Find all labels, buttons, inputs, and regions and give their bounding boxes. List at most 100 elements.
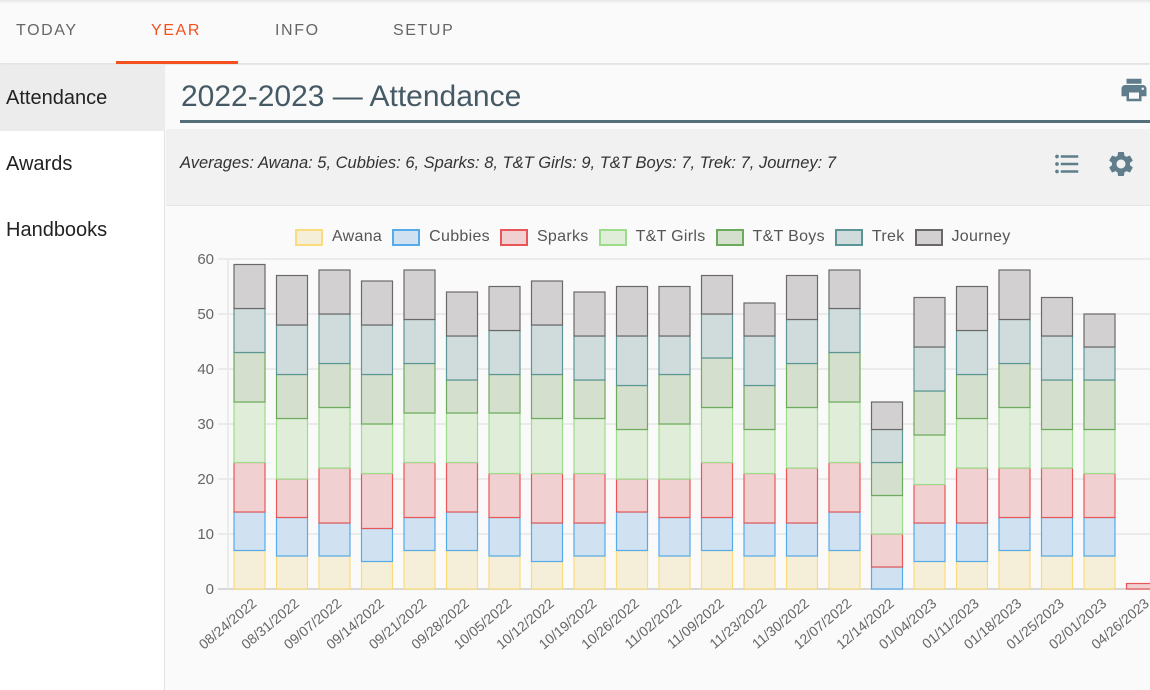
bar-segment-cubbies (955, 522, 989, 563)
bar-segment-t-t-girls (658, 423, 691, 480)
bar-segment-t-t-boys (828, 351, 861, 403)
bar-segment-trek (913, 346, 946, 392)
bar-segment-trek (1040, 335, 1074, 381)
bar-segment-awana (488, 555, 521, 590)
sidebar: Attendance Awards Handbooks (0, 65, 165, 690)
tab-info[interactable]: INFO (275, 22, 320, 39)
y-tick-label: 50 (197, 306, 214, 323)
bar-segment-trek (573, 335, 606, 381)
bar-segment-journey (573, 291, 606, 337)
bar-segment-trek (275, 324, 309, 376)
print-icon[interactable] (1119, 75, 1149, 105)
bar-segment-journey (828, 269, 861, 310)
bar-segment-sparks (743, 472, 776, 524)
gear-icon[interactable] (1106, 149, 1136, 179)
y-tick-label: 10 (197, 526, 214, 543)
bar-segment-awana (615, 549, 649, 590)
bar-segment-journey (488, 285, 521, 332)
legend-label: Awana (332, 228, 383, 245)
chart-legend: Awana Cubbies Sparks T&T Girls T&T Boys … (295, 226, 1021, 248)
averages-bar: Averages: Awana: 5, Cubbies: 6, Sparks: … (166, 129, 1150, 206)
bar-segment-trek (530, 324, 564, 376)
bar-segment-t-t-girls (1040, 428, 1074, 469)
bar-segment-sparks (955, 467, 989, 524)
bar-segment-trek (445, 335, 479, 381)
bar-segment-t-t-boys (998, 362, 1031, 409)
bar-segment-journey (870, 401, 904, 431)
bar-segment-sparks (998, 467, 1031, 519)
legend-item-tt-girls[interactable]: T&T Girls (598, 228, 706, 246)
bar-segment-journey (318, 269, 351, 315)
legend-item-tt-boys[interactable]: T&T Boys (715, 228, 825, 246)
bar-segment-sparks (658, 478, 691, 519)
bar-segment-t-t-boys (658, 373, 691, 425)
bar-segment-journey (403, 269, 436, 321)
sidebar-item-attendance[interactable]: Attendance (0, 65, 165, 131)
bar-segment-awana (828, 549, 861, 590)
bar-segment-trek (743, 335, 776, 387)
bar-segment-cubbies (998, 516, 1031, 552)
legend-item-awana[interactable]: Awana (295, 228, 382, 246)
tab-setup[interactable]: SETUP (393, 22, 455, 39)
bar-segment-t-t-boys (870, 461, 904, 497)
bar-segment-t-t-boys (318, 362, 351, 409)
bar-segment-awana (360, 560, 394, 590)
bar-segment-sparks (1083, 472, 1116, 519)
bar-segment-trek (488, 329, 521, 376)
bar-segment-sparks (615, 478, 649, 513)
bar-segment-trek (318, 313, 351, 365)
bar-segment-cubbies (743, 522, 776, 557)
bar-segment-sparks (488, 472, 521, 519)
bar-segment-journey (445, 291, 479, 337)
bar-segment-trek (785, 318, 819, 365)
legend-item-cubbies[interactable]: Cubbies (392, 228, 490, 246)
sidebar-item-handbooks[interactable]: Handbooks (6, 219, 108, 241)
bar-segment-cubbies (573, 522, 606, 557)
bar-segment-awana (913, 560, 946, 590)
bar-segment-cubbies (488, 516, 521, 557)
bar-segment-awana (530, 560, 564, 590)
bar-segment-journey (955, 285, 989, 332)
bar-segment-awana (1040, 555, 1074, 590)
legend-swatch-journey (914, 228, 943, 246)
bar-segment-awana (318, 555, 351, 590)
bar-segment-t-t-girls (403, 412, 436, 464)
legend-item-trek[interactable]: Trek (834, 228, 905, 246)
legend-swatch-tt-girls (598, 228, 627, 246)
bar-segment-journey (233, 263, 266, 310)
bar-segment-t-t-girls (573, 417, 606, 475)
legend-label: T&T Girls (635, 228, 706, 245)
sidebar-item-awards[interactable]: Awards (6, 153, 73, 175)
bar-segment-cubbies (275, 516, 309, 557)
bar-segment-t-t-boys (615, 384, 649, 431)
bar-segment-awana (573, 555, 606, 590)
bar-segment-t-t-girls (275, 417, 309, 480)
chart-plot: 010203040506008/24/202208/31/202209/07/2… (195, 251, 1150, 652)
bar-segment-trek (233, 307, 266, 354)
y-tick-label: 60 (197, 251, 214, 268)
bar-segment-journey (615, 285, 649, 337)
bar-segment-trek (998, 318, 1031, 365)
legend-item-journey[interactable]: Journey (914, 228, 1011, 246)
bar-segment-trek (1083, 346, 1116, 381)
title-divider (180, 120, 1150, 123)
attendance-chart: Awana Cubbies Sparks T&T Girls T&T Boys … (166, 207, 1150, 690)
bar-segment-trek (955, 329, 989, 376)
bar-segment-journey (658, 285, 691, 337)
bar-segment-sparks (360, 472, 394, 530)
legend-swatch-tt-boys (715, 228, 744, 246)
tab-today[interactable]: TODAY (16, 22, 78, 39)
tab-year[interactable]: YEAR (151, 22, 201, 39)
legend-swatch-awana (295, 228, 323, 246)
bar-segment-sparks (1040, 467, 1074, 519)
bar-segment-awana (700, 549, 734, 590)
legend-item-sparks[interactable]: Sparks (499, 228, 589, 246)
bar-segment-t-t-boys (403, 362, 436, 414)
bar-segment-sparks (530, 472, 564, 524)
bar-segment-sparks (828, 461, 861, 513)
bar-segment-journey (998, 269, 1031, 321)
bar-segment-cubbies (530, 522, 564, 563)
bar-segment-journey (743, 302, 776, 337)
bar-segment-journey (360, 280, 394, 326)
list-icon[interactable] (1052, 149, 1082, 179)
